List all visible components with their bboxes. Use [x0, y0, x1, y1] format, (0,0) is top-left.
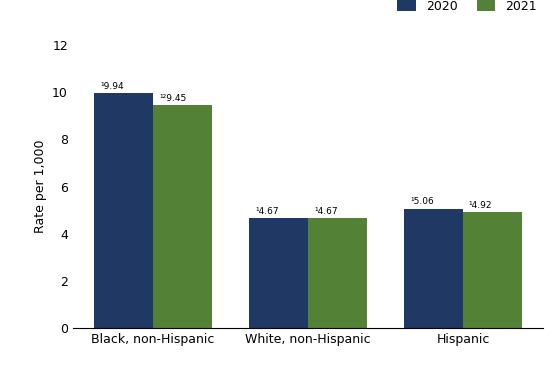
Bar: [308, 218, 367, 328]
Bar: [463, 212, 522, 328]
Text: ¹9.94: ¹9.94: [100, 82, 124, 91]
Text: ¹4.92: ¹4.92: [469, 201, 492, 210]
Text: ¹²9.45: ¹²9.45: [159, 94, 186, 103]
Text: ¹5.06: ¹5.06: [410, 197, 433, 206]
Y-axis label: Rate per 1,000: Rate per 1,000: [34, 140, 46, 233]
Text: ¹4.67: ¹4.67: [314, 207, 338, 216]
Bar: [249, 218, 308, 328]
Bar: [153, 105, 212, 328]
Bar: [94, 93, 153, 328]
Legend: 2020, 2021: 2020, 2021: [398, 0, 537, 13]
Bar: [404, 209, 463, 328]
Text: ¹4.67: ¹4.67: [255, 207, 279, 216]
